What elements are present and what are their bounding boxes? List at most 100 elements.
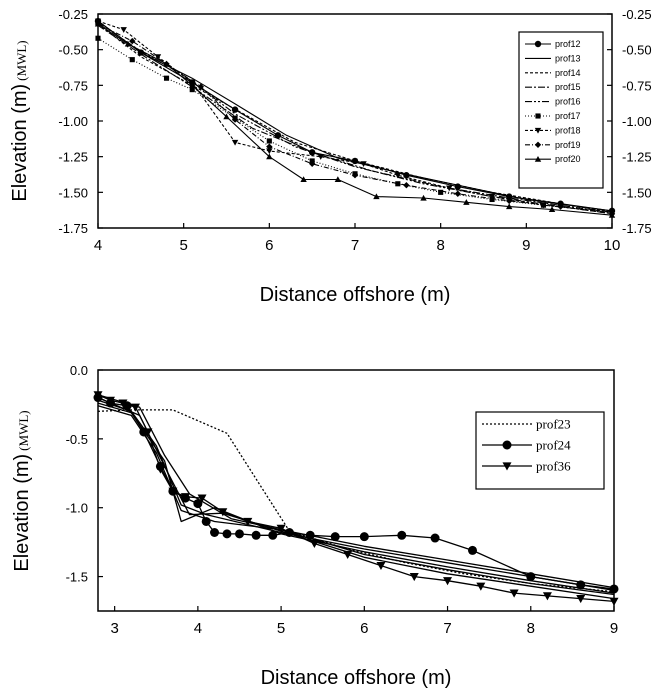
- chart-top-data-point: [506, 203, 513, 210]
- chart-top-y-tick-label: -0.50: [58, 43, 88, 58]
- chart-top-data-point: [463, 199, 470, 205]
- chart-top-legend-item: prof18: [525, 125, 581, 135]
- chart-top-data-point: [317, 154, 324, 160]
- chart-bottom-legend-label: prof24: [536, 438, 571, 453]
- chart-top-legend: prof12 prof13 prof14 prof15 prof16 prof17 prof…: [518, 31, 604, 189]
- chart-top-data-point: [446, 185, 453, 192]
- chart-bottom-legend: prof23 prof24 prof36: [475, 411, 605, 490]
- chart-top-data-point: [266, 143, 273, 150]
- chart-top-y2-tick-label: -1.50: [622, 185, 652, 200]
- chart-bottom-y-tick-label: -1.5: [66, 570, 88, 585]
- chart-bottom-y-tick-label: -0.5: [66, 432, 88, 447]
- chart-bottom-x-tick-label: 7: [443, 620, 451, 637]
- chart-top-y-tick-label: -0.25: [58, 7, 88, 22]
- chart-top-data-point: [197, 83, 204, 90]
- chart-top-x-tick-label: 4: [94, 237, 102, 254]
- chart-top-series-prof15: [97, 24, 613, 213]
- chart-top-y2-tick-label: -0.75: [622, 78, 652, 93]
- chart-top-series-line: [97, 23, 613, 213]
- chart-top-series: [94, 17, 616, 218]
- chart-top-data-point: [163, 75, 170, 81]
- chart-top-data-point: [308, 160, 316, 167]
- chart-bottom-y-axis-title: Elevation (m) (MWL): [11, 410, 33, 571]
- chart-top-data-point: [506, 197, 513, 205]
- chart-top-x-tick-label: 8: [436, 237, 444, 254]
- chart-bottom-data-point: [443, 577, 453, 586]
- chart-bottom-data-point: [180, 493, 190, 502]
- chart-bottom-data-point: [330, 532, 340, 542]
- chart-top-y2-tick-label: -1.00: [622, 114, 652, 129]
- chart-top-legend-label: prof19: [555, 140, 581, 150]
- chart-bottom-x-tick-label: 9: [610, 620, 618, 637]
- chart-top-data-point: [129, 37, 136, 45]
- chart-top-data-point: [189, 82, 196, 88]
- chart-bottom-data-point: [476, 582, 486, 591]
- chart-top-y-axis-unit: (MWL): [14, 40, 29, 80]
- chart-bottom-series-profile-4: [97, 405, 615, 596]
- chart-top-data-point: [266, 153, 273, 160]
- chart-top-y2-tick-label: -1.25: [622, 150, 652, 165]
- chart-bottom-data-point: [409, 572, 419, 582]
- chart-top-data-point: [129, 57, 135, 63]
- chart-bottom-x-tick-label: 6: [360, 620, 368, 637]
- chart-top-data-point: [231, 116, 239, 123]
- chart-bottom-series-profile-7: [97, 402, 615, 594]
- chart-top-legend-item: prof12: [525, 39, 581, 49]
- chart-top-data-point: [488, 194, 496, 200]
- chart-top-data-point: [120, 27, 127, 33]
- chart-top-legend-marker: [534, 141, 542, 148]
- chart-top-legend-label: prof17: [555, 111, 581, 121]
- chart-bottom: 3 4 5 6 7 8 9 0.0 -0.5 -1.0 -1.5 Distance offshore…: [11, 363, 619, 689]
- chart-top-data-point: [394, 172, 402, 179]
- chart-top-y-axis-title: Elevation (m) (MWL): [9, 40, 31, 201]
- chart-top-data-point: [373, 193, 380, 200]
- chart-top-legend-item: prof13: [525, 53, 581, 63]
- chart-top-y2-tick-label: -0.50: [622, 43, 652, 58]
- chart-bottom-data-point: [210, 528, 220, 538]
- chart-top-y-tick-label: -1.00: [58, 114, 88, 129]
- chart-top-data-point: [163, 60, 170, 67]
- chart-bottom-series-line: [97, 402, 615, 594]
- chart-top-series-line: [97, 24, 613, 213]
- chart-top-series-line: [97, 22, 613, 215]
- chart-bottom-legend-label: prof36: [536, 459, 571, 474]
- chart-top-series-prof14: [97, 23, 613, 213]
- chart-bottom-data-point: [359, 532, 369, 542]
- chart-top-data-point: [300, 176, 307, 183]
- chart-bottom-data-point: [397, 530, 407, 540]
- chart-bottom-data-point: [430, 533, 440, 543]
- chart-bottom-y-axis-label: Elevation (m): [11, 454, 33, 572]
- chart-bottom-x-tick-label: 5: [277, 620, 285, 637]
- chart-bottom-data-point: [222, 529, 232, 539]
- chart-top-legend-marker: [534, 40, 542, 48]
- chart-bottom-data-point: [197, 494, 207, 503]
- chart-top-data-point: [124, 40, 132, 47]
- chart-top-x-tick-label: 6: [265, 237, 273, 254]
- chart-bottom-series-line: [97, 405, 615, 596]
- chart-top-data-point: [454, 190, 461, 197]
- chart-top-series-prof16: [97, 22, 613, 215]
- chart-top-data-point: [334, 176, 342, 183]
- chart-top-data-point: [231, 139, 239, 146]
- chart-top-data-point: [154, 54, 162, 60]
- chart-bottom-data-point: [193, 499, 203, 509]
- chart-top-y-tick-label: -1.50: [58, 185, 88, 200]
- chart-top-data-point: [351, 172, 359, 179]
- chart-top-legend-marker: [534, 127, 542, 134]
- chart-top-x-tick-label: 7: [351, 237, 359, 254]
- chart-top-legend-marker: [535, 113, 541, 119]
- chart-bottom-y-axis-unit: (MWL): [16, 410, 31, 450]
- chart-top-y-tick-label: -1.25: [58, 150, 88, 165]
- chart-bottom-legend-item: prof36: [482, 459, 571, 474]
- chart-bottom-data-point: [234, 529, 244, 539]
- chart-top-data-point: [395, 181, 401, 187]
- chart-top-series-prof18: [94, 18, 616, 216]
- chart-top-data-point: [266, 138, 272, 144]
- chart-bottom-series: [93, 391, 619, 606]
- chart-bottom-x-tick-label: 3: [110, 620, 118, 637]
- chart-bottom-x-tick-label: 4: [194, 620, 202, 637]
- chart-top-x-tick-label: 9: [522, 237, 530, 254]
- chart-bottom-data-point: [276, 524, 286, 533]
